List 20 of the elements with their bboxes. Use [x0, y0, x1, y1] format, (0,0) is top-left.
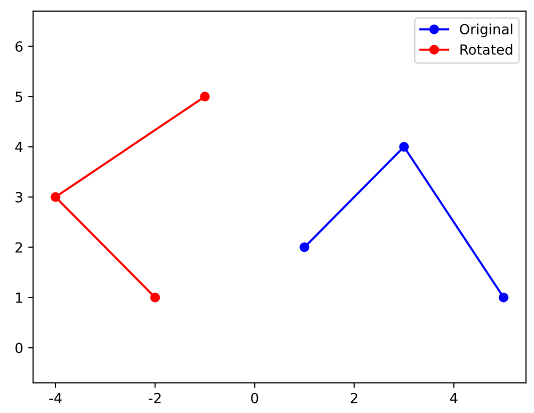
x-tick-label: -4: [49, 393, 62, 404]
point: [300, 242, 310, 252]
y-tick-label: 1: [16, 292, 22, 303]
y-tick-label: 0: [15, 342, 22, 354]
x-tick-label: 2: [350, 392, 358, 404]
y-tick-label: 6: [16, 41, 23, 52]
point: [150, 292, 160, 302]
y-tick-label: 4: [15, 142, 23, 152]
y-tick-label: 2: [16, 242, 22, 253]
y-tick-label: 5: [16, 92, 22, 102]
point: [399, 142, 409, 152]
legend-label: Original: [460, 24, 512, 38]
point: [50, 192, 60, 202]
y-tick-label: 3: [16, 192, 22, 202]
point: [498, 292, 508, 302]
point: [200, 92, 210, 102]
x-tick-label: 0: [251, 392, 258, 404]
x-tick-label: 4: [450, 393, 458, 404]
legend-label: Rotated: [460, 44, 512, 55]
x-tick-label: -2: [148, 392, 161, 404]
